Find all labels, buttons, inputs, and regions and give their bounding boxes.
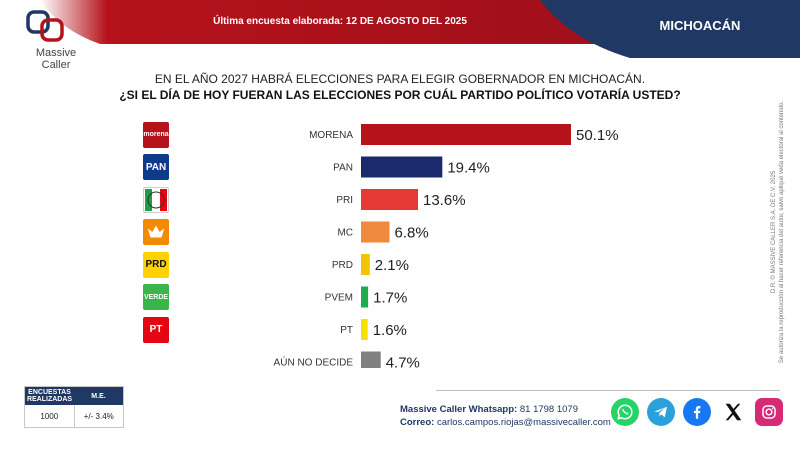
- value-label-mc: 6.8%: [395, 225, 429, 242]
- stats-margin-value: +/- 3.4%: [73, 405, 124, 427]
- x-icon[interactable]: [719, 398, 747, 426]
- party-logo-text-pan: PAN: [145, 161, 167, 173]
- header-red-banner: [40, 0, 600, 44]
- social-links: [611, 398, 783, 426]
- category-label-pan: PAN: [333, 163, 353, 174]
- stats-header-margin: M.E.: [91, 392, 106, 400]
- category-label-prd: PRD: [332, 260, 353, 271]
- category-label-aun-no-decide: AÚN NO DECIDE: [274, 356, 354, 369]
- value-label-prd: 2.1%: [375, 257, 409, 274]
- bar-pri: [361, 189, 419, 210]
- email-label: Correo:: [400, 417, 435, 428]
- party-logo-text-pt: PT: [149, 324, 163, 335]
- party-logo-pt: PT: [143, 316, 169, 343]
- copyright-line1: D.R. © MASSIVE CALLER S.A. DE C.V. 2025: [771, 170, 777, 294]
- region-label: MICHOACÁN: [659, 18, 741, 33]
- party-logo-text-prd: PRD: [145, 259, 167, 270]
- value-label-pan: 19.4%: [447, 160, 490, 177]
- value-label-pt: 1.6%: [373, 322, 407, 339]
- pri-emblem-icon: [145, 188, 167, 211]
- bar-morena: [361, 124, 571, 145]
- question-context: EN EL AÑO 2027 HABRÁ ELECCIONES PARA ELE…: [154, 72, 646, 86]
- category-label-pvem: PVEM: [325, 293, 353, 304]
- party-logo-text-pvem: VERDE: [143, 293, 169, 301]
- copyright-notice: D.R. © MASSIVE CALLER S.A. DE C.V. 2025 …: [770, 82, 786, 382]
- stats-surveys-value: 1000: [40, 411, 59, 421]
- whatsapp-label: Massive Caller Whatsapp:: [400, 404, 518, 415]
- stats-header-surveys: ENCUESTAS REALIZADAS: [26, 389, 73, 403]
- bar-chart: MORENA 50.1% PAN 19.4% PRI 13.6% MC 6.8% PRD 2.1%…: [274, 124, 619, 373]
- party-logo-pri: [143, 186, 169, 213]
- brand-logo: Massive Caller: [26, 10, 86, 71]
- telegram-icon[interactable]: [647, 398, 675, 426]
- value-label-pvem: 1.7%: [373, 290, 407, 307]
- question-main: ¿SI EL DÍA DE HOY FUERAN LAS ELECCIONES …: [119, 88, 681, 102]
- footer-divider: [436, 390, 780, 391]
- brand-name-line1: Massive: [35, 47, 77, 59]
- party-logo-pvem: VERDE: [143, 284, 169, 310]
- survey-stats-table: ENCUESTAS REALIZADAS M.E. 1000 +/- 3.4%: [24, 386, 124, 428]
- value-label-aun-no-decide: 4.7%: [386, 355, 420, 369]
- party-logo-prd: PRD: [143, 251, 169, 278]
- party-logo-morena: morena: [143, 121, 169, 148]
- bar-pvem: [361, 286, 369, 308]
- value-label-pri: 13.6%: [423, 192, 466, 209]
- brand-name-line2: Caller: [41, 59, 71, 71]
- category-label-mc: MC: [337, 228, 353, 239]
- party-logo-text-morena: morena: [143, 131, 169, 138]
- copyright-line2: Se autoriza la reproducción al hacer ref…: [779, 100, 785, 364]
- header-navy-banner: [540, 0, 800, 58]
- party-logo-mc: [143, 219, 169, 245]
- vote-intention-chart: morena PAN PRD VERDE PT MORENA 50.1% PAN 19.4% P…: [0, 118, 800, 373]
- bar-pan: [361, 156, 443, 178]
- facebook-icon[interactable]: [683, 398, 711, 426]
- category-label-pt: PT: [340, 325, 353, 336]
- bar-prd: [361, 254, 370, 275]
- category-label-morena: MORENA: [309, 130, 353, 141]
- instagram-icon[interactable]: [755, 398, 783, 426]
- whatsapp-number[interactable]: 81 1798 1079: [519, 404, 578, 415]
- category-label-pri: PRI: [336, 195, 353, 206]
- mc-eagle-icon: [147, 225, 165, 238]
- whatsapp-icon[interactable]: [611, 398, 639, 426]
- bar-pt: [361, 319, 368, 340]
- brand-logo-icon: [26, 10, 64, 42]
- party-logo-pan: PAN: [143, 154, 169, 180]
- email-address[interactable]: carlos.campos.riojas@massivecaller.com: [436, 417, 611, 428]
- survey-date: Última encuesta elaborada: 12 DE AGOSTO …: [213, 16, 467, 27]
- value-label-morena: 50.1%: [576, 127, 619, 144]
- bar-aun-no-decide: [361, 351, 381, 373]
- contact-info: Massive Caller Whatsapp: 81 1798 1079 Co…: [400, 403, 611, 429]
- bar-mc: [361, 221, 390, 243]
